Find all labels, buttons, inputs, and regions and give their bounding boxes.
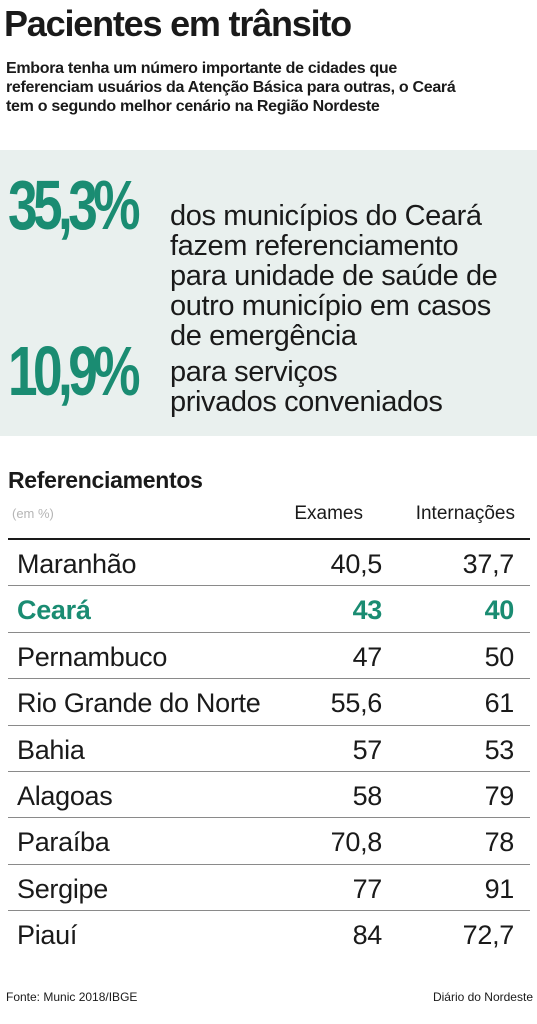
stat-text-line: fazem referenciamento bbox=[170, 230, 459, 262]
state-name-cell: Paraíba bbox=[17, 827, 110, 858]
table-row: Pernambuco 47 50 bbox=[8, 633, 530, 680]
table-top-rule bbox=[8, 538, 530, 540]
state-name-cell: Ceará bbox=[17, 595, 91, 626]
source-note: Fonte: Munic 2018/IBGE bbox=[6, 990, 138, 1004]
stat-description: dos municípios do Ceará fazem referencia… bbox=[170, 200, 498, 352]
stat-text-line: para serviços bbox=[170, 356, 338, 388]
state-name-cell: Piauí bbox=[17, 920, 78, 951]
state-name-cell: Pernambuco bbox=[17, 641, 168, 672]
table-row: Sergipe 77 91 bbox=[8, 865, 530, 912]
exames-value-cell: 58 bbox=[352, 780, 383, 811]
stat-value: 35,3% bbox=[8, 166, 141, 244]
exames-value-cell: 40,5 bbox=[330, 549, 383, 579]
state-name-cell: Alagoas bbox=[17, 780, 113, 811]
table-row: Rio Grande do Norte 55,6 61 bbox=[8, 679, 530, 726]
state-name-cell: Maranhão bbox=[17, 549, 137, 579]
stat-text-line: dos municípios do Ceará bbox=[170, 200, 482, 232]
table-row: Alagoas 58 79 bbox=[8, 772, 530, 819]
internacoes-value-cell: 91 bbox=[484, 873, 515, 904]
exames-value-cell: 77 bbox=[352, 873, 383, 904]
internacoes-value-cell: 79 bbox=[484, 780, 515, 811]
exames-value-cell: 55,6 bbox=[330, 688, 383, 719]
internacoes-value-cell: 61 bbox=[484, 688, 515, 719]
internacoes-value-cell: 37,7 bbox=[462, 549, 515, 579]
table-title: Referenciamentos bbox=[8, 467, 203, 493]
subtitle-line: referenciam usuários da Atenção Básica p… bbox=[6, 79, 456, 96]
internacoes-value-cell: 50 bbox=[484, 641, 515, 672]
table-row: Piauí 84 72,7 bbox=[8, 911, 530, 957]
subtitle-line: Embora tenha um número importante de cid… bbox=[6, 60, 398, 77]
highlight-box: 35,3% dos municípios do Ceará fazem refe… bbox=[0, 150, 537, 436]
exames-value-cell: 43 bbox=[352, 595, 383, 626]
subtitle: Embora tenha um número importante de cid… bbox=[6, 59, 537, 116]
table-row: Paraíba 70,8 78 bbox=[8, 818, 530, 865]
table-row: Bahia 57 53 bbox=[8, 726, 530, 772]
column-header-exames: Exames bbox=[294, 503, 363, 524]
stat-text-line: de emergência bbox=[170, 320, 357, 352]
table-row: Maranhão 40,5 37,7 bbox=[8, 540, 530, 587]
internacoes-value-cell: 53 bbox=[484, 734, 515, 765]
table-row: Ceará 43 40 bbox=[8, 586, 530, 633]
publisher-credit: Diário do Nordeste bbox=[432, 990, 533, 1004]
internacoes-value-cell: 40 bbox=[484, 595, 515, 626]
data-table: Maranhão 40,5 37,7 Ceará 43 40 Pernambuco 47 50 R… bbox=[8, 540, 530, 958]
stat-text-line: privados conveniados bbox=[170, 386, 443, 418]
exames-value-cell: 84 bbox=[352, 920, 383, 951]
state-name-cell: Bahia bbox=[17, 734, 85, 765]
stat-value: 10,9% bbox=[8, 332, 141, 410]
subtitle-line: tem o segundo melhor cenário na Região N… bbox=[6, 98, 380, 115]
exames-value-cell: 47 bbox=[352, 641, 383, 672]
state-name-cell: Sergipe bbox=[17, 873, 108, 904]
stat-text-line: para unidade de saúde de bbox=[170, 260, 498, 292]
state-name-cell: Rio Grande do Norte bbox=[17, 688, 261, 719]
exames-value-cell: 57 bbox=[352, 734, 383, 765]
unit-note: (em %) bbox=[12, 506, 54, 521]
stat-text-line: outro município em casos bbox=[170, 290, 491, 322]
page-title: Pacientes em trânsito bbox=[4, 3, 352, 44]
exames-value-cell: 70,8 bbox=[330, 827, 383, 858]
stat-description: para serviços privados conveniados bbox=[170, 357, 443, 417]
column-header-internacoes: Internações bbox=[415, 503, 515, 524]
internacoes-value-cell: 72,7 bbox=[462, 920, 515, 951]
internacoes-value-cell: 78 bbox=[484, 827, 515, 858]
